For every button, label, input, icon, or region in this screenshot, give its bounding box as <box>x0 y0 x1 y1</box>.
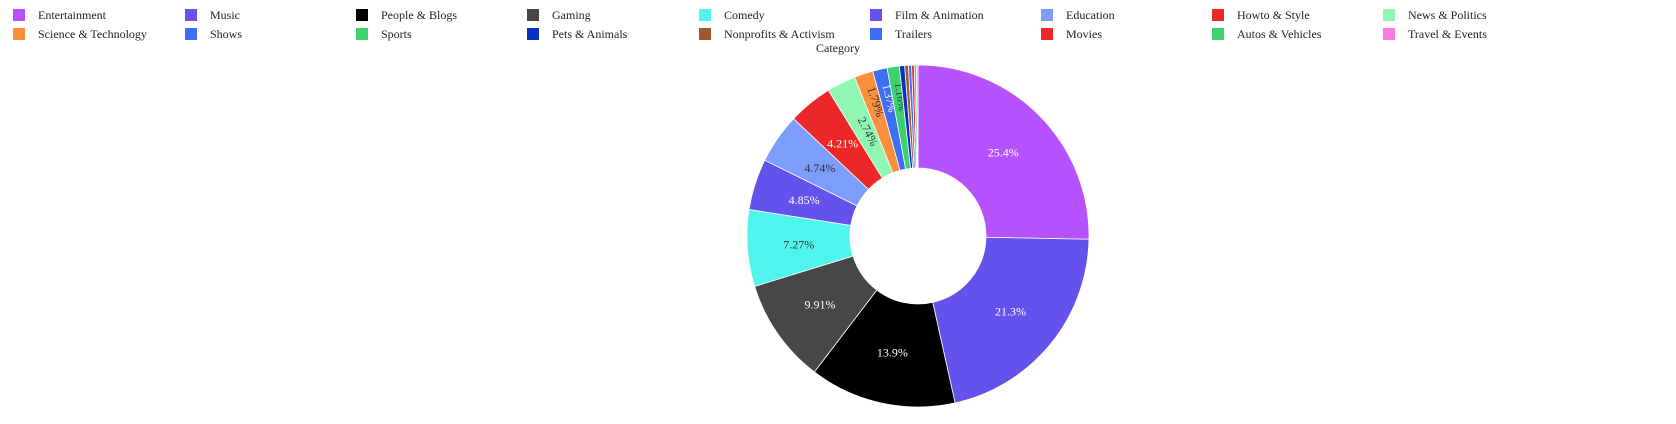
legend-swatch <box>356 28 368 40</box>
legend: Entertainment Music People & Blogs Gaming Co… <box>0 0 1676 50</box>
legend-item[interactable]: Movies <box>1041 25 1102 43</box>
slice-label: 4.21% <box>827 136 858 150</box>
legend-label: Music <box>210 7 240 22</box>
legend-label: Comedy <box>724 7 765 22</box>
legend-swatch <box>356 9 368 21</box>
legend-item[interactable]: Trailers <box>870 25 932 43</box>
legend-swatch <box>870 9 882 21</box>
slice-label: 21.3% <box>995 305 1026 319</box>
legend-label: Howto & Style <box>1237 7 1310 22</box>
legend-label: Shows <box>210 26 243 41</box>
legend-item[interactable]: Nonprofits & Activism <box>699 25 835 43</box>
legend-label: Trailers <box>895 26 932 41</box>
legend-swatch <box>527 9 539 21</box>
pie-slice[interactable] <box>813 289 956 408</box>
legend-swatch <box>13 9 25 21</box>
legend-label: People & Blogs <box>381 7 458 22</box>
legend-label: Travel & Events <box>1408 26 1487 41</box>
legend-swatch <box>870 28 882 40</box>
legend-swatch <box>1041 9 1053 21</box>
legend-item[interactable]: Comedy <box>699 6 765 24</box>
legend-item[interactable]: People & Blogs <box>356 6 457 24</box>
pie-slice[interactable] <box>915 64 919 169</box>
legend-label: Gaming <box>552 7 591 22</box>
legend-title: Category <box>816 41 860 55</box>
legend-swatch <box>1212 9 1224 21</box>
slice-label: 7.27% <box>783 238 814 252</box>
legend-item[interactable]: Music <box>185 6 240 24</box>
legend-swatch <box>1212 28 1224 40</box>
legend-item[interactable]: Pets & Animals <box>527 25 627 43</box>
legend-item[interactable]: Gaming <box>527 6 591 24</box>
legend-label: Science & Technology <box>38 26 147 41</box>
legend-swatch <box>1383 28 1395 40</box>
legend-label: Sports <box>381 26 412 41</box>
legend-item[interactable]: Autos & Vehicles <box>1212 25 1321 43</box>
legend-swatch <box>185 9 197 21</box>
legend-swatch <box>699 9 711 21</box>
legend-label: Film & Animation <box>895 7 984 22</box>
legend-label: Entertainment <box>38 7 106 22</box>
legend-swatch <box>1383 9 1395 21</box>
legend-item[interactable]: Shows <box>185 25 242 43</box>
legend-item[interactable]: Howto & Style <box>1212 6 1310 24</box>
slice-label: 4.85% <box>789 193 820 207</box>
legend-item[interactable]: News & Politics <box>1383 6 1487 24</box>
legend-label: Autos & Vehicles <box>1237 26 1322 41</box>
legend-item[interactable]: Travel & Events <box>1383 25 1487 43</box>
legend-swatch <box>13 28 25 40</box>
legend-label: Movies <box>1066 26 1102 41</box>
legend-swatch <box>1041 28 1053 40</box>
slice-label: 13.9% <box>877 346 908 360</box>
legend-swatch <box>185 28 197 40</box>
slice-label: 4.74% <box>804 161 835 175</box>
legend-swatch <box>699 28 711 40</box>
legend-item[interactable]: Sports <box>356 25 412 43</box>
pie-slice[interactable] <box>917 64 1090 240</box>
legend-item[interactable]: Education <box>1041 6 1115 24</box>
legend-label: Nonprofits & Activism <box>724 26 835 41</box>
legend-swatch <box>527 28 539 40</box>
slice-label: 9.91% <box>805 297 836 311</box>
slice-label: 25.4% <box>988 145 1019 159</box>
legend-item[interactable]: Entertainment <box>13 6 106 24</box>
pie-slice[interactable] <box>932 236 1090 404</box>
legend-item[interactable]: Science & Technology <box>13 25 147 43</box>
legend-label: Education <box>1066 7 1115 22</box>
legend-item[interactable]: Film & Animation <box>870 6 984 24</box>
legend-label: News & Politics <box>1408 7 1487 22</box>
legend-label: Pets & Animals <box>552 26 628 41</box>
